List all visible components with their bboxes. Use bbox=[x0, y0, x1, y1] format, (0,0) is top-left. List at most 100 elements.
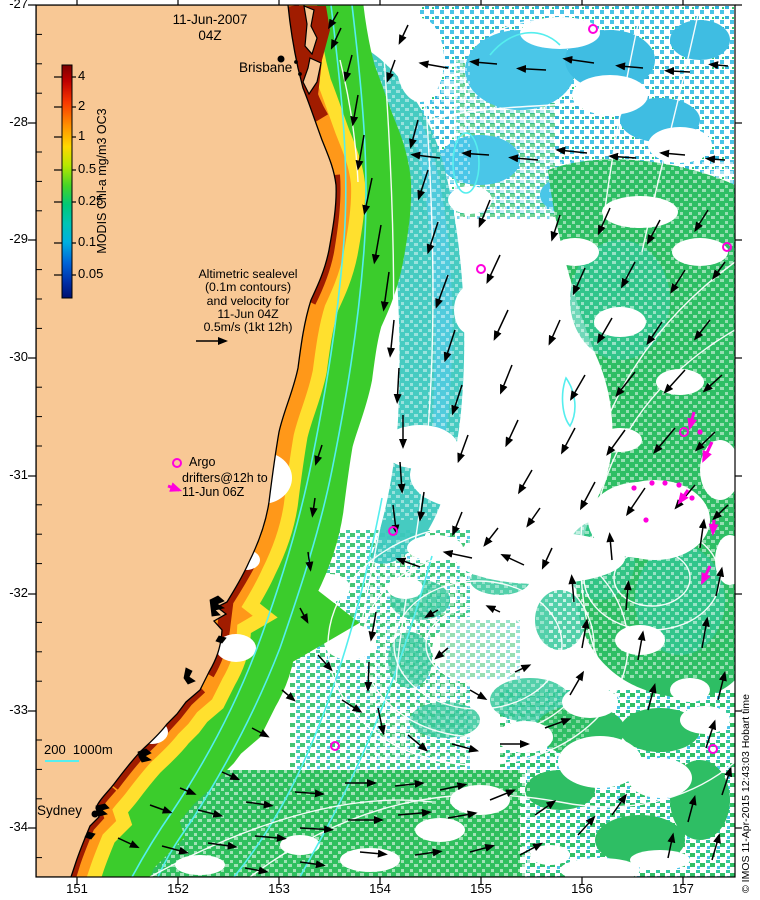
velocity-arrow bbox=[646, 219, 661, 245]
y-tick-label--27: -27 bbox=[9, 0, 28, 11]
velocity-arrow bbox=[439, 782, 468, 791]
drifter-legend: drifters@12h to 11-Jun 06Z bbox=[182, 471, 268, 499]
velocity-arrow bbox=[359, 849, 388, 858]
altimetric-legend-line: (0.1m contours) bbox=[204, 280, 292, 295]
velocity-arrow bbox=[469, 844, 496, 853]
velocity-arrow bbox=[447, 810, 478, 819]
velocity-arrow bbox=[514, 664, 532, 673]
velocity-arrow bbox=[712, 504, 729, 521]
velocity-arrow bbox=[395, 557, 421, 568]
drifter-dot bbox=[697, 429, 703, 435]
velocity-arrow bbox=[606, 429, 626, 456]
velocity-arrow bbox=[478, 199, 491, 228]
velocity-arrow bbox=[362, 177, 373, 216]
argo-float-marker bbox=[722, 242, 732, 252]
axis-ticks bbox=[28, 0, 742, 884]
velocity-arrow bbox=[562, 55, 595, 64]
drifter-legend-line: 11-Jun 06Z bbox=[182, 484, 245, 499]
velocity-arrow bbox=[519, 842, 543, 856]
velocity-arrow bbox=[414, 848, 443, 857]
colorbar-tick-label: 0.25 bbox=[78, 193, 104, 208]
x-tick-label-151: 151 bbox=[66, 881, 88, 896]
velocity-arrow bbox=[541, 547, 553, 570]
velocity-arrow bbox=[317, 654, 333, 672]
x-tick-label-155: 155 bbox=[470, 881, 492, 896]
drifter-argo-markers bbox=[167, 24, 732, 754]
velocity-arrow bbox=[625, 487, 646, 517]
velocity-arrow bbox=[717, 670, 727, 701]
velocity-arrow bbox=[457, 434, 469, 464]
drifter-dot bbox=[631, 485, 637, 491]
velocity-arrow bbox=[670, 269, 686, 294]
velocity-arrow bbox=[328, 11, 339, 30]
velocity-arrow bbox=[568, 574, 577, 603]
velocity-arrow bbox=[398, 24, 409, 45]
velocity-arrow bbox=[426, 221, 439, 255]
map-title-date: 11-Jun-2007 bbox=[172, 12, 248, 27]
velocity-arrow bbox=[596, 317, 613, 344]
velocity-arrow bbox=[569, 374, 586, 401]
argo-float-marker bbox=[388, 526, 398, 536]
eddy-center-speckle bbox=[440, 620, 520, 680]
drifter-dot bbox=[689, 495, 695, 501]
argo-float-marker bbox=[330, 741, 340, 751]
colorbar-tick-label: 1 bbox=[78, 128, 86, 143]
colorbar-tick-label: 0.05 bbox=[78, 266, 104, 281]
depth-legend-label: 200 1000m bbox=[44, 742, 113, 757]
velocity-arrow bbox=[442, 549, 473, 559]
y-tick-label--29: -29 bbox=[9, 231, 28, 246]
velocity-arrow bbox=[615, 371, 636, 398]
velocity-arrow bbox=[179, 787, 197, 795]
velocity-arrow bbox=[451, 743, 480, 753]
velocity-arrow bbox=[161, 845, 190, 855]
velocity-arrow bbox=[197, 809, 224, 818]
velocity-arrow bbox=[309, 497, 318, 518]
velocity-arrow bbox=[380, 271, 390, 312]
isobath-lines bbox=[131, 5, 576, 877]
colorbar-gradient bbox=[61, 64, 73, 299]
colorbar-ticks bbox=[54, 76, 76, 276]
velocity-arrow bbox=[418, 60, 449, 69]
map-title-time: 04Z bbox=[198, 28, 222, 43]
imos-watermark: © IMOS 11-Apr-2015 12:43:03 Hobart time bbox=[740, 694, 752, 893]
velocity-arrow bbox=[659, 149, 686, 158]
velocity-arrow bbox=[544, 718, 572, 729]
velocity-arrow bbox=[387, 319, 396, 358]
velocity-arrow bbox=[579, 481, 596, 511]
drifter-dot bbox=[662, 480, 668, 486]
velocity-arrow bbox=[452, 511, 463, 537]
velocity-arrow bbox=[693, 319, 711, 341]
y-tick-label--30: -30 bbox=[9, 349, 28, 364]
velocity-arrow bbox=[350, 94, 359, 127]
drifter-track-arrow bbox=[708, 519, 719, 536]
y-tick-label--33: -33 bbox=[9, 702, 28, 717]
velocity-arrow bbox=[500, 554, 525, 566]
velocity-arrow bbox=[647, 682, 657, 711]
velocity-arrow bbox=[207, 841, 238, 850]
velocity-arrow bbox=[569, 670, 585, 696]
drifter-track-arrow bbox=[167, 482, 183, 492]
land-australia bbox=[36, 5, 337, 877]
velocity-arrow bbox=[555, 146, 588, 155]
velocity-arrows bbox=[117, 11, 733, 875]
velocity-arrow bbox=[615, 62, 644, 71]
velocity-arrow bbox=[469, 58, 498, 67]
x-tick-label-154: 154 bbox=[369, 881, 391, 896]
velocity-arrow bbox=[407, 734, 428, 752]
drifter-legend-line: drifters@12h to bbox=[182, 471, 268, 485]
argo-float-marker bbox=[476, 264, 486, 274]
velocity-arrow bbox=[577, 815, 596, 836]
velocity-arrow bbox=[721, 766, 733, 796]
velocity-arrow bbox=[314, 444, 323, 466]
altimetric-legend-line: and velocity for bbox=[206, 293, 290, 308]
velocity-arrow bbox=[708, 61, 729, 70]
map-area bbox=[36, 5, 735, 877]
map-frame bbox=[35, 4, 736, 878]
velocity-arrow bbox=[386, 59, 396, 83]
velocity-arrow bbox=[505, 419, 519, 448]
velocity-arrow bbox=[517, 469, 533, 495]
colorbar-tick-label: 4 bbox=[78, 68, 86, 83]
velocity-arrow bbox=[702, 374, 723, 393]
